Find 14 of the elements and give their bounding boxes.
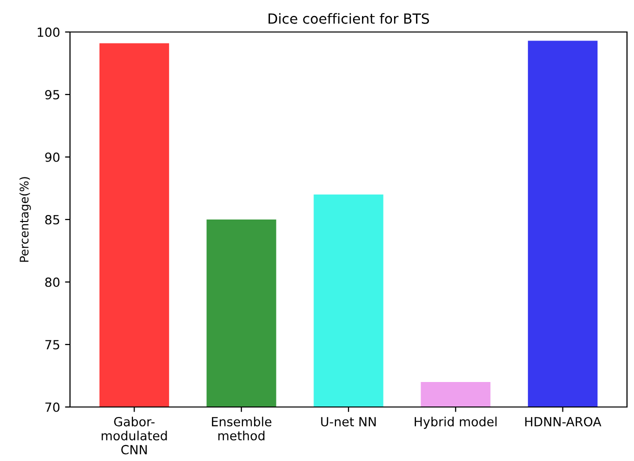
y-tick-label: 90 xyxy=(45,152,60,162)
y-tick-label: 100 xyxy=(38,27,60,37)
y-tick-label: 75 xyxy=(45,340,60,350)
y-tick-label: 95 xyxy=(45,90,60,100)
chart-title: Dice coefficient for BTS xyxy=(268,13,429,24)
x-tick-label: HDNN-AROA xyxy=(525,416,602,426)
x-tick-label: U-net NN xyxy=(321,417,376,426)
y-axis-title: Percentage(%) xyxy=(19,177,31,262)
y-tick-label: 80 xyxy=(45,277,60,287)
y-tick-label: 70 xyxy=(45,402,60,412)
x-tick-label: Ensemble method xyxy=(212,416,272,440)
x-tick-label: Gabor- modulated CNN xyxy=(102,416,167,454)
x-tick-label: Hybrid model xyxy=(414,416,497,429)
y-tick-label: 85 xyxy=(45,214,60,224)
